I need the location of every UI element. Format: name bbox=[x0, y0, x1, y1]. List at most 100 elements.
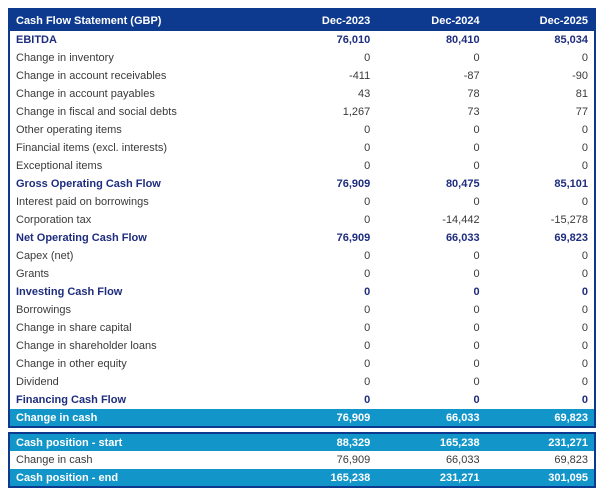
cell-value: 85,034 bbox=[554, 34, 588, 46]
table-row: Change in cash 76,909 66,033 69,823 bbox=[9, 409, 595, 427]
cell-value: -15,278 bbox=[550, 214, 588, 226]
table-row: Grants 0 0 0 bbox=[9, 265, 595, 283]
cell-value: 73 bbox=[467, 106, 480, 118]
table-row: Gross Operating Cash Flow 76,909 80,475 85,… bbox=[9, 175, 595, 193]
cash-position-summary-table: Cash position - start 88,329 165,238 231,27… bbox=[8, 432, 596, 488]
cell-value: 81 bbox=[575, 88, 588, 100]
cell-value: 301,095 bbox=[485, 469, 595, 487]
cell-value: 69,823 bbox=[485, 409, 595, 427]
table-row: Investing Cash Flow 0 0 0 bbox=[9, 283, 595, 301]
table-row: Net Operating Cash Flow 76,909 66,033 69,82… bbox=[9, 229, 595, 247]
cell-value: 43 bbox=[357, 88, 371, 100]
cell-value: 76,909 bbox=[336, 232, 371, 244]
cell-value: 0 bbox=[581, 124, 588, 136]
row-label: Cash position - end bbox=[9, 469, 267, 487]
row-label: Dividend bbox=[16, 376, 59, 388]
row-label: Gross Operating Cash Flow bbox=[16, 178, 161, 190]
table-row: Change in other equity 0 0 0 bbox=[9, 355, 595, 373]
cell-value: 76,909 bbox=[336, 178, 371, 190]
row-label: Financing Cash Flow bbox=[16, 394, 127, 406]
cash-flow-table: Cash Flow Statement (GBP) Dec-2023 Dec-2… bbox=[8, 8, 596, 428]
table-row: Financial items (excl. interests) 0 0 0 bbox=[9, 139, 595, 157]
row-label: Change in inventory bbox=[16, 52, 114, 64]
row-label: Financial items (excl. interests) bbox=[16, 142, 167, 154]
cell-value: 77 bbox=[575, 106, 588, 118]
cell-value: 231,271 bbox=[376, 469, 486, 487]
cell-value: 0 bbox=[473, 394, 480, 406]
table-row: Change in share capital 0 0 0 bbox=[9, 319, 595, 337]
table-row: Change in fiscal and social debts 1,267 73… bbox=[9, 103, 595, 121]
cell-value: 0 bbox=[581, 196, 588, 208]
cell-value: 0 bbox=[364, 160, 371, 172]
cell-value: 0 bbox=[473, 376, 480, 388]
cell-value: 0 bbox=[364, 250, 371, 262]
cell-value: -87 bbox=[463, 70, 480, 82]
cell-value: 78 bbox=[467, 88, 480, 100]
table-row: Change in account payables 43 78 81 bbox=[9, 85, 595, 103]
cell-value: 0 bbox=[581, 376, 588, 388]
cell-value: 76,010 bbox=[336, 34, 371, 46]
cell-value: 76,909 bbox=[266, 409, 377, 427]
table-title: Cash Flow Statement (GBP) bbox=[9, 9, 267, 31]
cell-value: 0 bbox=[581, 394, 588, 406]
cell-value: -14,442 bbox=[442, 214, 480, 226]
row-label: Change in share capital bbox=[16, 322, 132, 334]
cell-value: 0 bbox=[364, 394, 371, 406]
row-label: Investing Cash Flow bbox=[16, 286, 123, 298]
table-header-row: Cash Flow Statement (GBP) Dec-2023 Dec-2… bbox=[9, 9, 595, 31]
cell-value: 88,329 bbox=[266, 433, 377, 451]
cell-value: 0 bbox=[364, 340, 371, 352]
row-label: Borrowings bbox=[16, 304, 72, 316]
cell-value: 165,238 bbox=[376, 433, 486, 451]
cell-value: 80,475 bbox=[445, 178, 480, 190]
row-label: Change in account receivables bbox=[16, 70, 167, 82]
row-label: Change in cash bbox=[16, 454, 93, 466]
row-label: Grants bbox=[16, 268, 50, 280]
table-row: EBITDA 76,010 80,410 85,034 bbox=[9, 31, 595, 49]
column-header-dec-2025: Dec-2025 bbox=[485, 9, 595, 31]
cell-value: 0 bbox=[364, 124, 371, 136]
column-header-dec-2024: Dec-2024 bbox=[376, 9, 486, 31]
cell-value: 0 bbox=[473, 322, 480, 334]
cell-value: 66,033 bbox=[445, 454, 480, 466]
cell-value: 0 bbox=[364, 142, 371, 154]
row-label: Other operating items bbox=[16, 124, 122, 136]
row-label: Change in account payables bbox=[16, 88, 155, 100]
cell-value: 69,823 bbox=[554, 232, 588, 244]
table-row: Change in account receivables -411 -87 -90 bbox=[9, 67, 595, 85]
row-label: EBITDA bbox=[16, 34, 57, 46]
cell-value: 0 bbox=[581, 340, 588, 352]
cell-value: -411 bbox=[349, 70, 371, 82]
cell-value: 0 bbox=[364, 286, 371, 298]
row-label: Corporation tax bbox=[16, 214, 92, 226]
table-row: Financing Cash Flow 0 0 0 bbox=[9, 391, 595, 409]
cell-value: 0 bbox=[581, 160, 588, 172]
cell-value: 66,033 bbox=[445, 232, 480, 244]
cell-value: 0 bbox=[473, 124, 480, 136]
cell-value: -90 bbox=[572, 70, 588, 82]
cell-value: 0 bbox=[364, 304, 371, 316]
table-row: Interest paid on borrowings 0 0 0 bbox=[9, 193, 595, 211]
row-label: Interest paid on borrowings bbox=[16, 196, 149, 208]
table-row: Change in inventory 0 0 0 bbox=[9, 49, 595, 67]
cell-value: 0 bbox=[364, 52, 371, 64]
table-row: Capex (net) 0 0 0 bbox=[9, 247, 595, 265]
table-row: Dividend 0 0 0 bbox=[9, 373, 595, 391]
table-row: Other operating items 0 0 0 bbox=[9, 121, 595, 139]
cell-value: 0 bbox=[581, 358, 588, 370]
cell-value: 0 bbox=[473, 142, 480, 154]
row-label: Cash position - start bbox=[9, 433, 267, 451]
cell-value: 0 bbox=[581, 286, 588, 298]
cell-value: 0 bbox=[581, 52, 588, 64]
cell-value: 0 bbox=[473, 304, 480, 316]
cell-value: 0 bbox=[581, 250, 588, 262]
cell-value: 1,267 bbox=[342, 106, 371, 118]
cell-value: 0 bbox=[364, 322, 371, 334]
cell-value: 231,271 bbox=[485, 433, 595, 451]
row-label: Change in fiscal and social debts bbox=[16, 106, 177, 118]
row-label: Change in cash bbox=[9, 409, 267, 427]
column-header-dec-2023: Dec-2023 bbox=[266, 9, 377, 31]
cell-value: 0 bbox=[473, 250, 480, 262]
cell-value: 0 bbox=[473, 160, 480, 172]
